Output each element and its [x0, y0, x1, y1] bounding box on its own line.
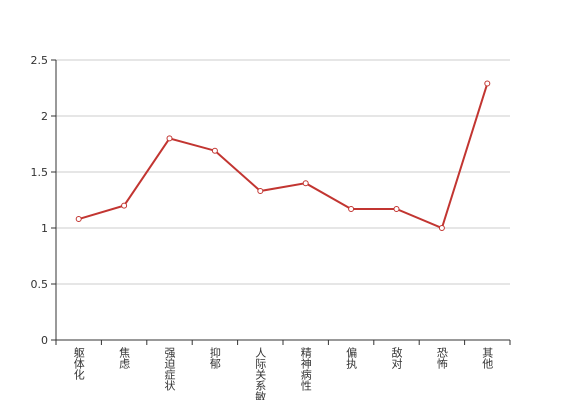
y-tick-label: 1	[41, 222, 48, 235]
y-tick-label: 0.5	[31, 278, 49, 291]
x-tick-label: 恐怖	[435, 347, 448, 369]
point	[211, 147, 218, 154]
x-tick-label: 躯体化	[72, 347, 85, 381]
point	[166, 135, 173, 142]
y-tick-label: 2	[41, 110, 48, 123]
point	[484, 80, 491, 87]
point	[75, 216, 82, 223]
x-tick-label: 其他	[481, 347, 494, 369]
point	[302, 180, 309, 187]
x-tick-label: 焦虑	[118, 347, 131, 369]
y-tick-label: 0	[41, 334, 48, 347]
point	[257, 188, 264, 195]
x-tick-label: 敌对	[390, 346, 403, 369]
y-tick-label: 1.5	[31, 166, 49, 179]
point	[348, 205, 355, 212]
x-tick-label: 抑郁	[208, 346, 221, 369]
x-tick-label: 强迫症状	[163, 347, 176, 391]
point	[438, 225, 445, 231]
point	[121, 202, 128, 209]
point	[393, 205, 400, 212]
x-tick-label: 精神病性	[299, 347, 312, 392]
x-tick-label: 偏执	[345, 346, 358, 370]
y-tick-label: 2.5	[31, 54, 49, 67]
x-tick-label: 人际关系敏感	[254, 347, 267, 400]
line	[78, 83, 489, 230]
